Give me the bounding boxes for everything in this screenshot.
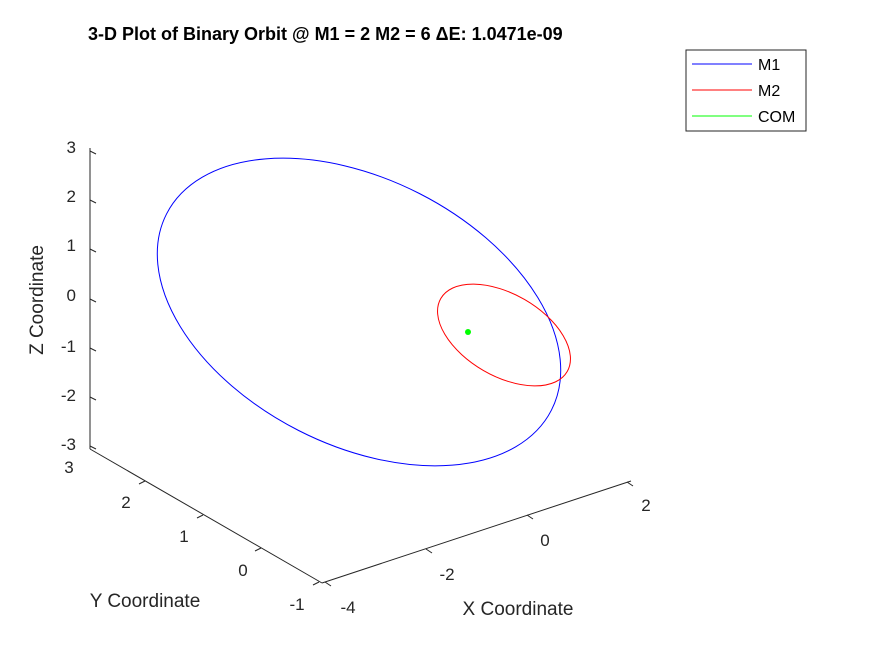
series-m1-orbit: [156, 157, 562, 467]
x-tick-mark: [526, 514, 534, 520]
y-tick-label: -1: [289, 595, 304, 614]
x-tick-mark: [626, 481, 634, 487]
x-tick-label: 2: [641, 496, 650, 515]
z-axis-label: Z Coordinate: [27, 245, 48, 355]
z-tick-mark: [89, 347, 97, 352]
y-tick-label: 1: [179, 527, 188, 546]
y-axis-line: [89, 448, 323, 584]
x-axis-label: X Coordinate: [463, 599, 574, 620]
z-ticks: 3 2 1 0 -1 -2 -3: [61, 138, 97, 454]
axes: [89, 148, 632, 584]
z-tick-label: 1: [67, 236, 76, 255]
z-tick-mark: [89, 199, 97, 204]
y-tick-label: 2: [121, 493, 130, 512]
z-tick-label: 0: [67, 286, 76, 305]
x-tick-mark: [324, 581, 332, 587]
z-tick-label: -2: [61, 386, 76, 405]
y-tick-label: 0: [238, 561, 247, 580]
z-tick-mark: [89, 298, 97, 303]
x-tick-mark: [425, 548, 433, 554]
z-tick-label: 3: [67, 138, 76, 157]
z-tick-label: -3: [61, 435, 76, 454]
x-ticks: -4 -2 0 2: [324, 481, 651, 617]
y-tick-label: 3: [64, 458, 73, 477]
y-tick-mark: [196, 514, 204, 519]
series-com-point: [465, 329, 471, 335]
z-tick-mark: [89, 150, 97, 155]
x-axis-line: [321, 480, 632, 584]
z-tick-mark: [89, 445, 97, 450]
series-m2-orbit: [437, 283, 571, 387]
y-axis-label: Y Coordinate: [90, 591, 201, 612]
legend: M1 M2 COM: [685, 49, 807, 132]
y-tick-mark: [254, 547, 262, 552]
plot-area: [156, 157, 571, 467]
x-tick-label: -2: [439, 565, 454, 584]
legend-label-m1: M1: [758, 57, 780, 74]
z-tick-label: 2: [67, 187, 76, 206]
y-tick-mark: [312, 581, 320, 586]
y-tick-mark: [138, 480, 146, 485]
x-tick-label: 0: [540, 531, 549, 550]
legend-label-m2: M2: [758, 83, 780, 100]
z-tick-mark: [89, 248, 97, 253]
legend-label-com: COM: [758, 109, 795, 126]
z-tick-mark: [89, 396, 97, 401]
y-ticks: 3 2 1 0 -1: [64, 458, 320, 614]
x-tick-label: -4: [340, 598, 355, 617]
z-tick-label: -1: [61, 337, 76, 356]
chart-title: 3-D Plot of Binary Orbit @ M1 = 2 M2 = 6…: [88, 24, 563, 44]
